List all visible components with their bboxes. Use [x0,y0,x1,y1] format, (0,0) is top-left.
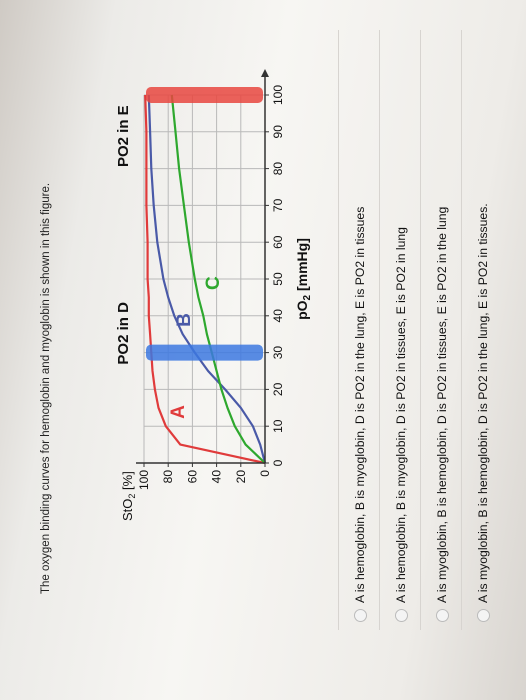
bar-e-label: PO2 in E [115,105,132,167]
divider [338,30,339,630]
answer-option-3[interactable]: A is myoglobin, B is hemoglobin, D is PO… [431,207,453,622]
y-tick-label: 60 [185,470,199,484]
chart-axes: 0 10 20 30 40 50 60 70 80 90 100 0 20 40 60 80 100 [136,69,285,490]
divider [379,30,380,630]
x-tick-label: 100 [271,85,285,105]
x-tick-label: 0 [271,459,285,466]
divider [461,30,462,630]
chart-bars [146,87,263,361]
x-tick-label: 90 [271,125,285,139]
divider [420,30,421,630]
x-tick-label: 80 [271,162,285,176]
y-tick-label: 40 [210,470,224,484]
answer-option-1[interactable]: A is hemoglobin, B is myoglobin, D is PO… [349,207,371,622]
x-tick-label: 40 [271,309,285,323]
y-tick-label: 100 [137,470,151,490]
answer-option-3-label: A is myoglobin, B is hemoglobin, D is PO… [435,206,449,603]
bar-d-label: PO2 in D [115,302,132,365]
answer-option-4[interactable]: A is myoglobin, B is hemoglobin, D is PO… [472,203,494,622]
bar-e [146,87,263,103]
curve-c [170,94,266,464]
x-axis-label: pO2 [mmHg] [294,238,313,320]
x-tick-label: 70 [271,198,285,212]
radio-icon[interactable] [435,609,449,622]
x-tick-label: 60 [271,235,285,249]
x-axis-arrow [261,69,269,77]
curve-a [144,94,266,465]
curve-b [147,94,267,464]
chart-series [144,94,267,465]
y-tick-label: 80 [161,470,175,484]
x-tick-label: 30 [271,346,285,360]
answer-option-2-label: A is hemoglobin, B is myoglobin, D is PO… [394,227,408,603]
curve-b-label: B [174,313,195,327]
y-tick-label: 0 [258,470,272,477]
y-tick-label: 20 [234,470,248,484]
x-tick-label: 20 [271,382,285,396]
answer-option-2[interactable]: A is hemoglobin, B is myoglobin, D is PO… [390,227,412,622]
curve-a-label: A [168,405,189,419]
answer-option-1-label: A is hemoglobin, B is myoglobin, D is PO… [353,206,367,603]
bar-d [146,344,263,361]
x-tick-label: 10 [271,419,285,433]
curve-c-label: C [203,276,224,290]
radio-icon[interactable] [353,609,367,622]
radio-icon[interactable] [476,609,490,622]
y-axis-label: StO2 [%] [120,471,137,521]
x-tick-label: 50 [271,272,285,286]
radio-icon[interactable] [394,609,408,622]
chart-labels: StO2 [%] pO2 [mmHg] PO2 in D PO2 in E A B C [115,105,313,521]
answer-option-4-label: A is myoglobin, B is hemoglobin, D is PO… [476,203,490,603]
